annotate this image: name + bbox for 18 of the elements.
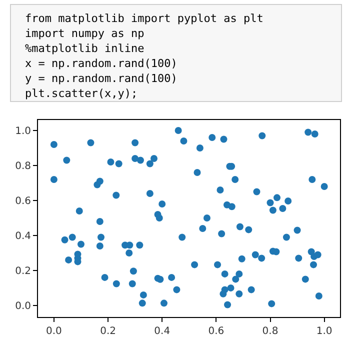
- x-tick-label: 0.4: [154, 326, 170, 337]
- y-tick-label: 0.8: [15, 160, 31, 172]
- text: x = np.random.rand(100): [25, 56, 178, 71]
- x-tick-label: 0.8: [262, 326, 278, 337]
- x-tick-label: 0.2: [100, 326, 116, 337]
- y-tick-label: 0.2: [15, 266, 31, 277]
- text: plt.scatter(x,y);: [25, 86, 139, 101]
- y-tick-label: 0.6: [15, 196, 31, 207]
- y-tick-label: 0.0: [15, 300, 31, 312]
- y-tick-label: 0.4: [15, 230, 31, 242]
- text: import numpy as np: [25, 26, 146, 41]
- x-tick-label: 1.0: [316, 326, 332, 337]
- y-tick-label: 1.0: [15, 126, 31, 137]
- text: %matplotlib inline: [25, 41, 146, 56]
- text: y = np.random.rand(100): [25, 71, 178, 86]
- x-tick-label: 0.0: [46, 326, 62, 337]
- text: from matplotlib import pyplot as plt: [25, 11, 264, 26]
- x-tick-label: 0.6: [208, 326, 224, 337]
